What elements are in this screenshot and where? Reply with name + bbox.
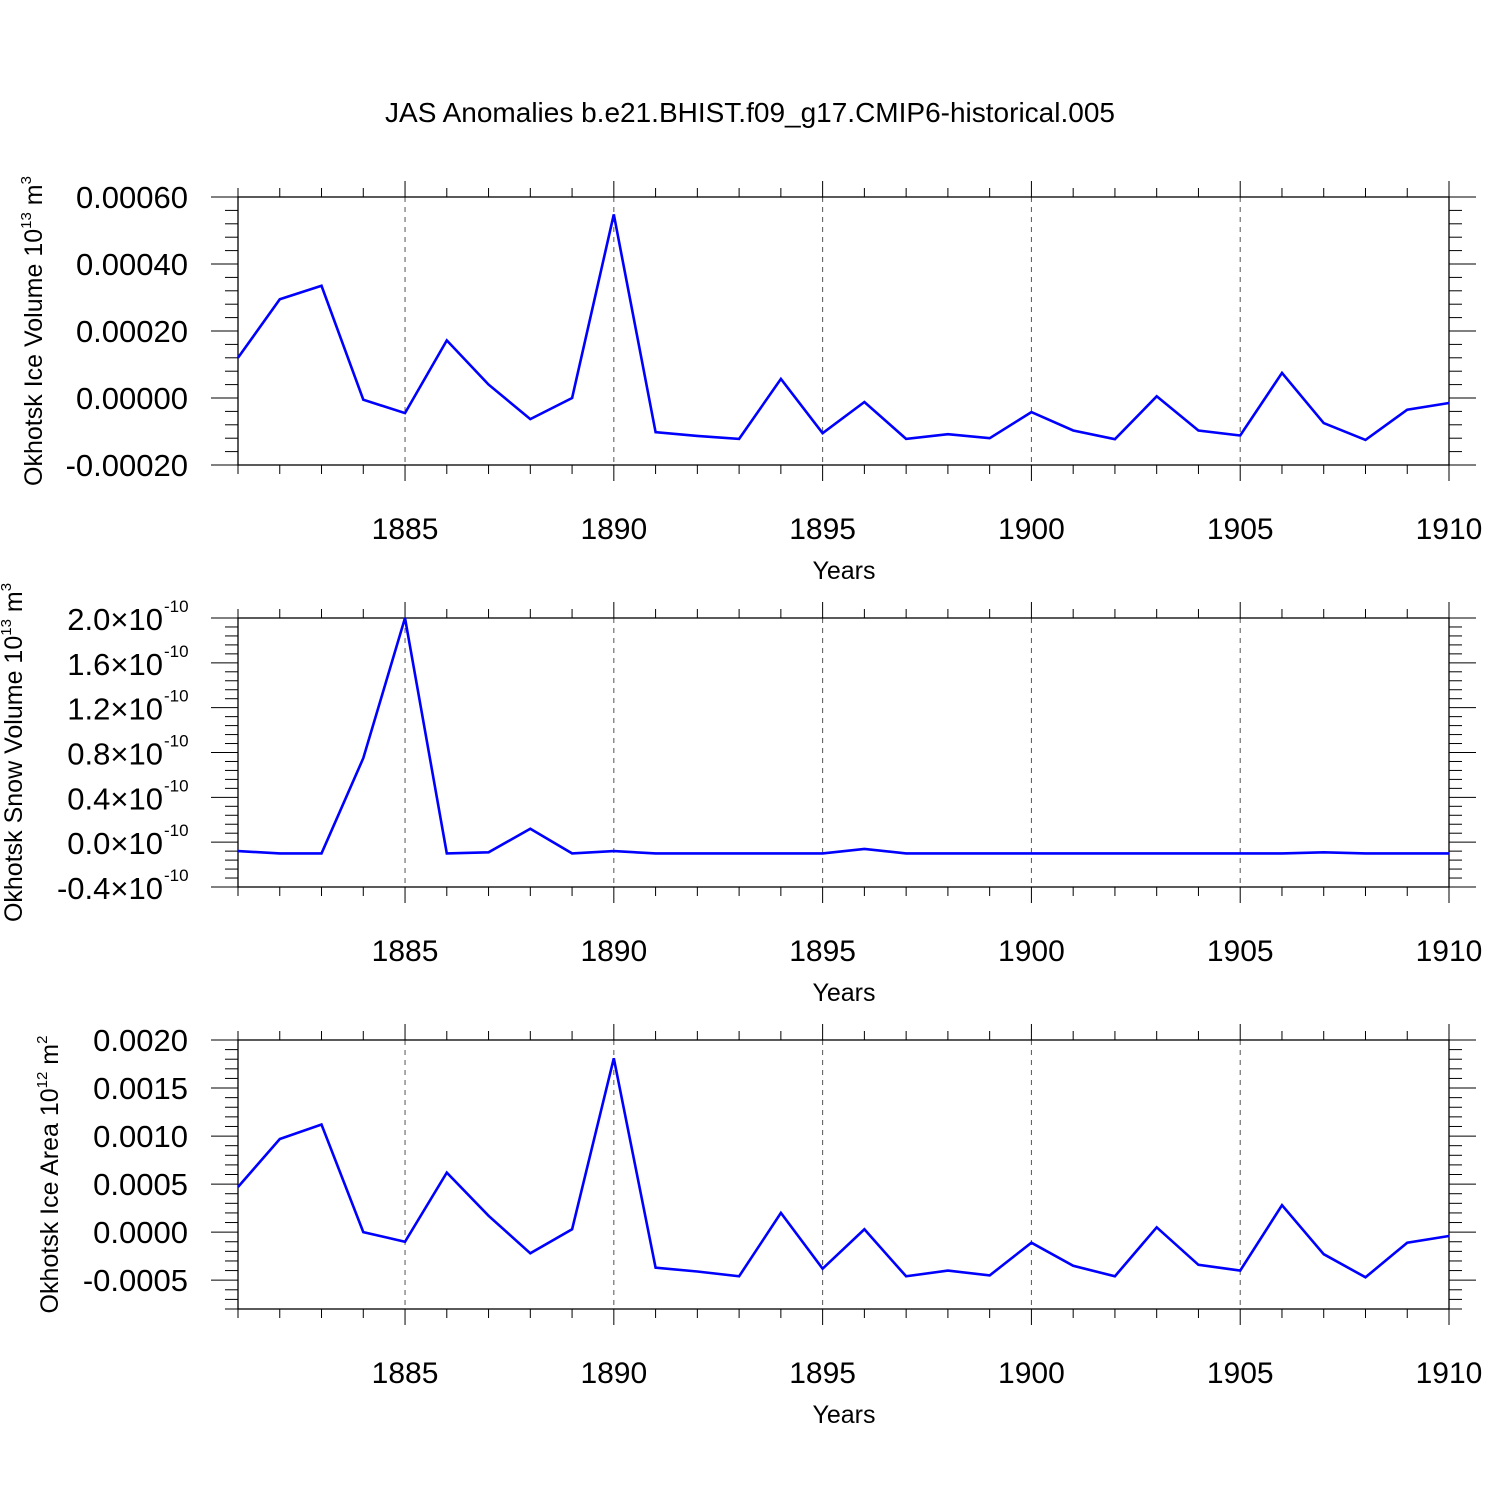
chart-panel-3: 1885 1890 1895 1900 1905 1910 Years -0.0005 0.00… — [34, 1023, 1482, 1429]
y-axis-label-unit: m — [36, 1044, 64, 1072]
y-axis-label-text: Okhotsk Ice Volume 10 — [20, 229, 48, 486]
y-tick-mantissa: 0.8 — [67, 737, 110, 772]
y-tick-exponent: -10 — [164, 642, 189, 661]
y-tick-label: 0.0×10 — [67, 826, 163, 861]
chart-panel-1: 1885 1890 1895 1900 1905 1910 Years -0.00020 0.0… — [18, 176, 1482, 585]
x-axis-label: Years — [812, 557, 875, 585]
y-axis-label-exponent: 12 — [34, 1072, 51, 1089]
y-axis-label-exponent: 13 — [18, 212, 35, 229]
x-tick-label: 1885 — [372, 513, 439, 546]
y-tick-base: 10 — [129, 737, 163, 772]
plot-frame — [237, 196, 1450, 466]
y-tick-times: × — [110, 871, 128, 906]
x-tick-label: 1905 — [1207, 1357, 1274, 1390]
y-tick-label: 1.2×10 — [67, 692, 163, 727]
y-tick-times: × — [110, 647, 128, 682]
y-tick-label: 0.0020 — [93, 1023, 188, 1058]
x-axis-label: Years — [812, 1401, 875, 1429]
y-tick-times: × — [110, 602, 128, 637]
y-tick-label: 1.6×10 — [67, 647, 163, 682]
y-axis-label-unit: m — [20, 184, 48, 212]
y-tick-mantissa: -0.4 — [57, 871, 110, 906]
y-axis-label-unit-exponent: 3 — [0, 583, 15, 591]
x-tick-label: 1905 — [1207, 935, 1274, 968]
y-tick-label: 2.0×10 — [67, 602, 163, 637]
y-tick-label: -0.0005 — [83, 1263, 188, 1298]
series-line — [237, 1057, 1450, 1279]
y-tick-base: 10 — [129, 871, 163, 906]
y-tick-label: 0.00040 — [76, 247, 188, 282]
y-tick-label: 0.00000 — [76, 381, 188, 416]
y-tick-mantissa: 1.2 — [67, 692, 110, 727]
y-tick-exponent: -10 — [164, 597, 189, 616]
y-axis-label: Okhotsk Snow Volume 1013 m3 — [0, 583, 28, 922]
x-tick-label: 1885 — [372, 935, 439, 968]
x-tick-label: 1910 — [1416, 1357, 1483, 1390]
x-tick-label: 1900 — [998, 935, 1065, 968]
y-axis-label-unit-exponent: 2 — [34, 1036, 51, 1044]
y-tick-label: 0.4×10 — [67, 781, 163, 816]
x-tick-label: 1885 — [372, 1357, 439, 1390]
y-tick-base: 10 — [129, 692, 163, 727]
x-tick-label: 1890 — [580, 513, 647, 546]
y-tick-mantissa: 2.0 — [67, 602, 110, 637]
y-tick-exponent: -10 — [164, 687, 189, 706]
y-tick-times: × — [110, 781, 128, 816]
x-tick-label: 1895 — [789, 935, 856, 968]
y-tick-label: 0.0000 — [93, 1215, 188, 1250]
y-tick-label: 0.0010 — [93, 1119, 188, 1154]
y-tick-mantissa: 0.0 — [67, 826, 110, 861]
y-tick-label: -0.00020 — [66, 448, 188, 483]
x-axis-label: Years — [812, 979, 875, 1007]
plot-frame — [237, 617, 1450, 888]
x-tick-label: 1890 — [580, 935, 647, 968]
y-tick-base: 10 — [129, 602, 163, 637]
series-line — [236, 214, 1450, 442]
y-tick-times: × — [110, 826, 128, 861]
y-tick-base: 10 — [129, 647, 163, 682]
y-tick-base: 10 — [129, 826, 163, 861]
y-tick-label: -0.4×10 — [57, 871, 163, 906]
y-axis-label: Okhotsk Ice Volume 1013 m3 — [18, 176, 48, 486]
series-line — [237, 617, 1449, 855]
x-tick-label: 1900 — [998, 1357, 1065, 1390]
y-tick-mantissa: 0.4 — [67, 781, 110, 816]
x-tick-label: 1905 — [1207, 513, 1274, 546]
y-tick-times: × — [110, 692, 128, 727]
x-tick-label: 1910 — [1416, 935, 1483, 968]
chart-title: JAS Anomalies b.e21.BHIST.f09_g17.CMIP6-… — [385, 97, 1115, 128]
y-tick-exponent: -10 — [164, 776, 189, 795]
y-axis-label-unit-exponent: 3 — [18, 176, 35, 184]
y-tick-label: 0.00020 — [76, 314, 188, 349]
y-axis-label-text: Okhotsk Snow Volume 10 — [0, 636, 28, 922]
y-axis-label-exponent: 13 — [0, 619, 15, 636]
y-tick-label: 0.8×10 — [67, 737, 163, 772]
x-tick-label: 1895 — [789, 1357, 856, 1390]
y-tick-mantissa: 1.6 — [67, 647, 110, 682]
y-tick-exponent: -10 — [164, 732, 189, 751]
y-axis-label: Okhotsk Ice Area 1012 m2 — [34, 1036, 64, 1314]
x-tick-label: 1895 — [789, 513, 856, 546]
y-tick-label: 0.0005 — [93, 1167, 188, 1202]
x-tick-label: 1900 — [998, 513, 1065, 546]
y-tick-exponent: -10 — [164, 866, 189, 885]
x-tick-label: 1910 — [1416, 513, 1483, 546]
y-tick-times: × — [110, 737, 128, 772]
x-tick-label: 1890 — [580, 1357, 647, 1390]
y-tick-base: 10 — [129, 781, 163, 816]
plot-frame — [237, 1039, 1450, 1310]
y-axis-label-text: Okhotsk Ice Area 10 — [36, 1088, 64, 1313]
y-tick-label: 0.0015 — [93, 1071, 188, 1106]
y-axis-label-unit: m — [0, 591, 28, 619]
y-tick-label: 0.00060 — [76, 180, 188, 215]
y-tick-exponent: -10 — [164, 821, 189, 840]
